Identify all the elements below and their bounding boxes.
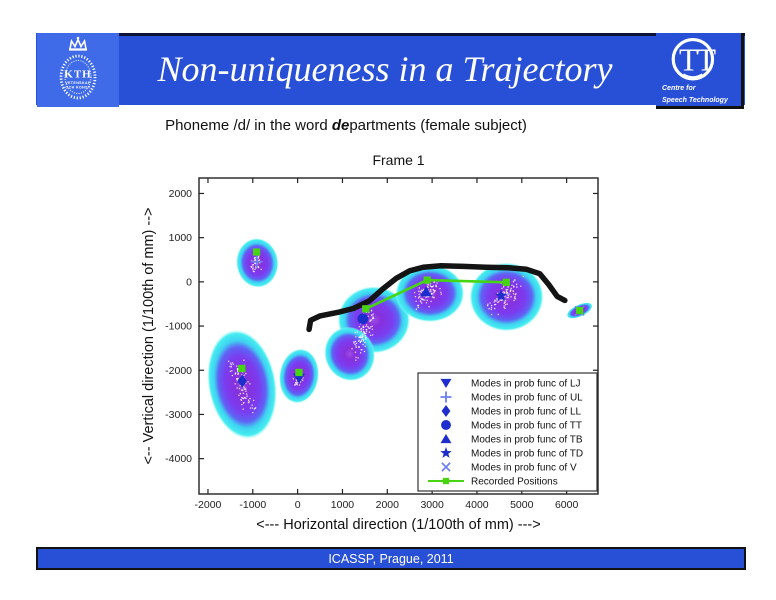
plot-title: Frame 1 bbox=[372, 152, 424, 168]
legend-entry-label: Modes in prob func of V bbox=[471, 463, 577, 474]
sample-speckles bbox=[227, 255, 525, 414]
y-tick-label: 1000 bbox=[169, 232, 193, 244]
y-axis-label: <-- Vertical direction (1/100th of mm) -… bbox=[141, 207, 157, 464]
kth-logo-line2: OCH KONST bbox=[65, 86, 91, 90]
legend-entry-label: Modes in prob func of LJ bbox=[471, 379, 581, 390]
x-tick-label: 1000 bbox=[331, 499, 355, 511]
legend-entry-label: Modes in prob func of TB bbox=[471, 435, 583, 446]
legend-entry-label: Modes in prob func of TT bbox=[471, 421, 582, 432]
x-tick-label: 2000 bbox=[376, 499, 400, 511]
recorded-position-markers bbox=[238, 248, 584, 377]
legend-box bbox=[417, 372, 598, 492]
x-tick-label: -1000 bbox=[239, 499, 266, 511]
x-tick-label: 3000 bbox=[420, 499, 444, 511]
tt-logo-line1: Centre for bbox=[662, 85, 697, 92]
x-tick-label: -2000 bbox=[195, 499, 222, 511]
slide-subtitle: Phoneme /d/ in the word departments (fem… bbox=[96, 117, 596, 134]
kth-logo-line1: VETENSKAP bbox=[65, 81, 91, 85]
plot-area bbox=[207, 238, 593, 440]
subtitle-emphasis: de bbox=[331, 117, 350, 134]
kth-seal-icon: KTH VETENSKAP OCH KONST bbox=[59, 36, 97, 100]
tt-logo: TT Centre for Speech Technology bbox=[656, 33, 744, 109]
subtitle-prefix: Phoneme /d/ in the word bbox=[165, 117, 332, 134]
density-blob bbox=[469, 262, 544, 332]
mode-markers bbox=[237, 255, 585, 388]
black-trajectory-line bbox=[306, 262, 568, 333]
y-tick-label: 2000 bbox=[169, 188, 193, 200]
x-tick-label: 5000 bbox=[510, 499, 534, 511]
subtitle-suffix: partments (female subject) bbox=[349, 117, 527, 134]
y-tick-label: 0 bbox=[186, 276, 192, 288]
kth-logo-text: KTH bbox=[64, 69, 91, 81]
legend-entry-label: Modes in prob func of UL bbox=[471, 393, 583, 404]
footer-text: ICASSP, Prague, 2011 bbox=[328, 551, 454, 566]
slide-title: Non-uniqueness in a Trajectory bbox=[157, 49, 613, 89]
y-tick-label: -3000 bbox=[165, 409, 192, 421]
tt-logo-line2: Speech Technology bbox=[662, 97, 729, 104]
kth-logo: KTH VETENSKAP OCH KONST bbox=[37, 33, 119, 107]
density-blob bbox=[324, 326, 376, 382]
legend-entry-label: Recorded Positions bbox=[471, 477, 558, 488]
tt-logo-icon: TT Centre for Speech Technology bbox=[662, 37, 729, 104]
x-tick-label: 0 bbox=[295, 499, 301, 511]
footer-bar: ICASSP, Prague, 2011 bbox=[36, 547, 746, 570]
axes-frame bbox=[198, 177, 599, 495]
x-tick-label: 6000 bbox=[555, 499, 579, 511]
header-bar bbox=[36, 33, 745, 105]
header-top-border bbox=[118, 33, 745, 36]
legend-entry-label: Modes in prob func of LL bbox=[471, 407, 582, 418]
x-axis-label: <--- Horizontal direction (1/100th of mm… bbox=[256, 517, 540, 533]
tt-monogram: TT bbox=[679, 42, 716, 77]
y-tick-label: -4000 bbox=[165, 453, 192, 465]
y-tick-label: -2000 bbox=[165, 365, 192, 377]
x-tick-label: 4000 bbox=[465, 499, 489, 511]
y-tick-label: -1000 bbox=[165, 321, 192, 333]
legend-entry-label: Modes in prob func of TD bbox=[471, 449, 583, 460]
